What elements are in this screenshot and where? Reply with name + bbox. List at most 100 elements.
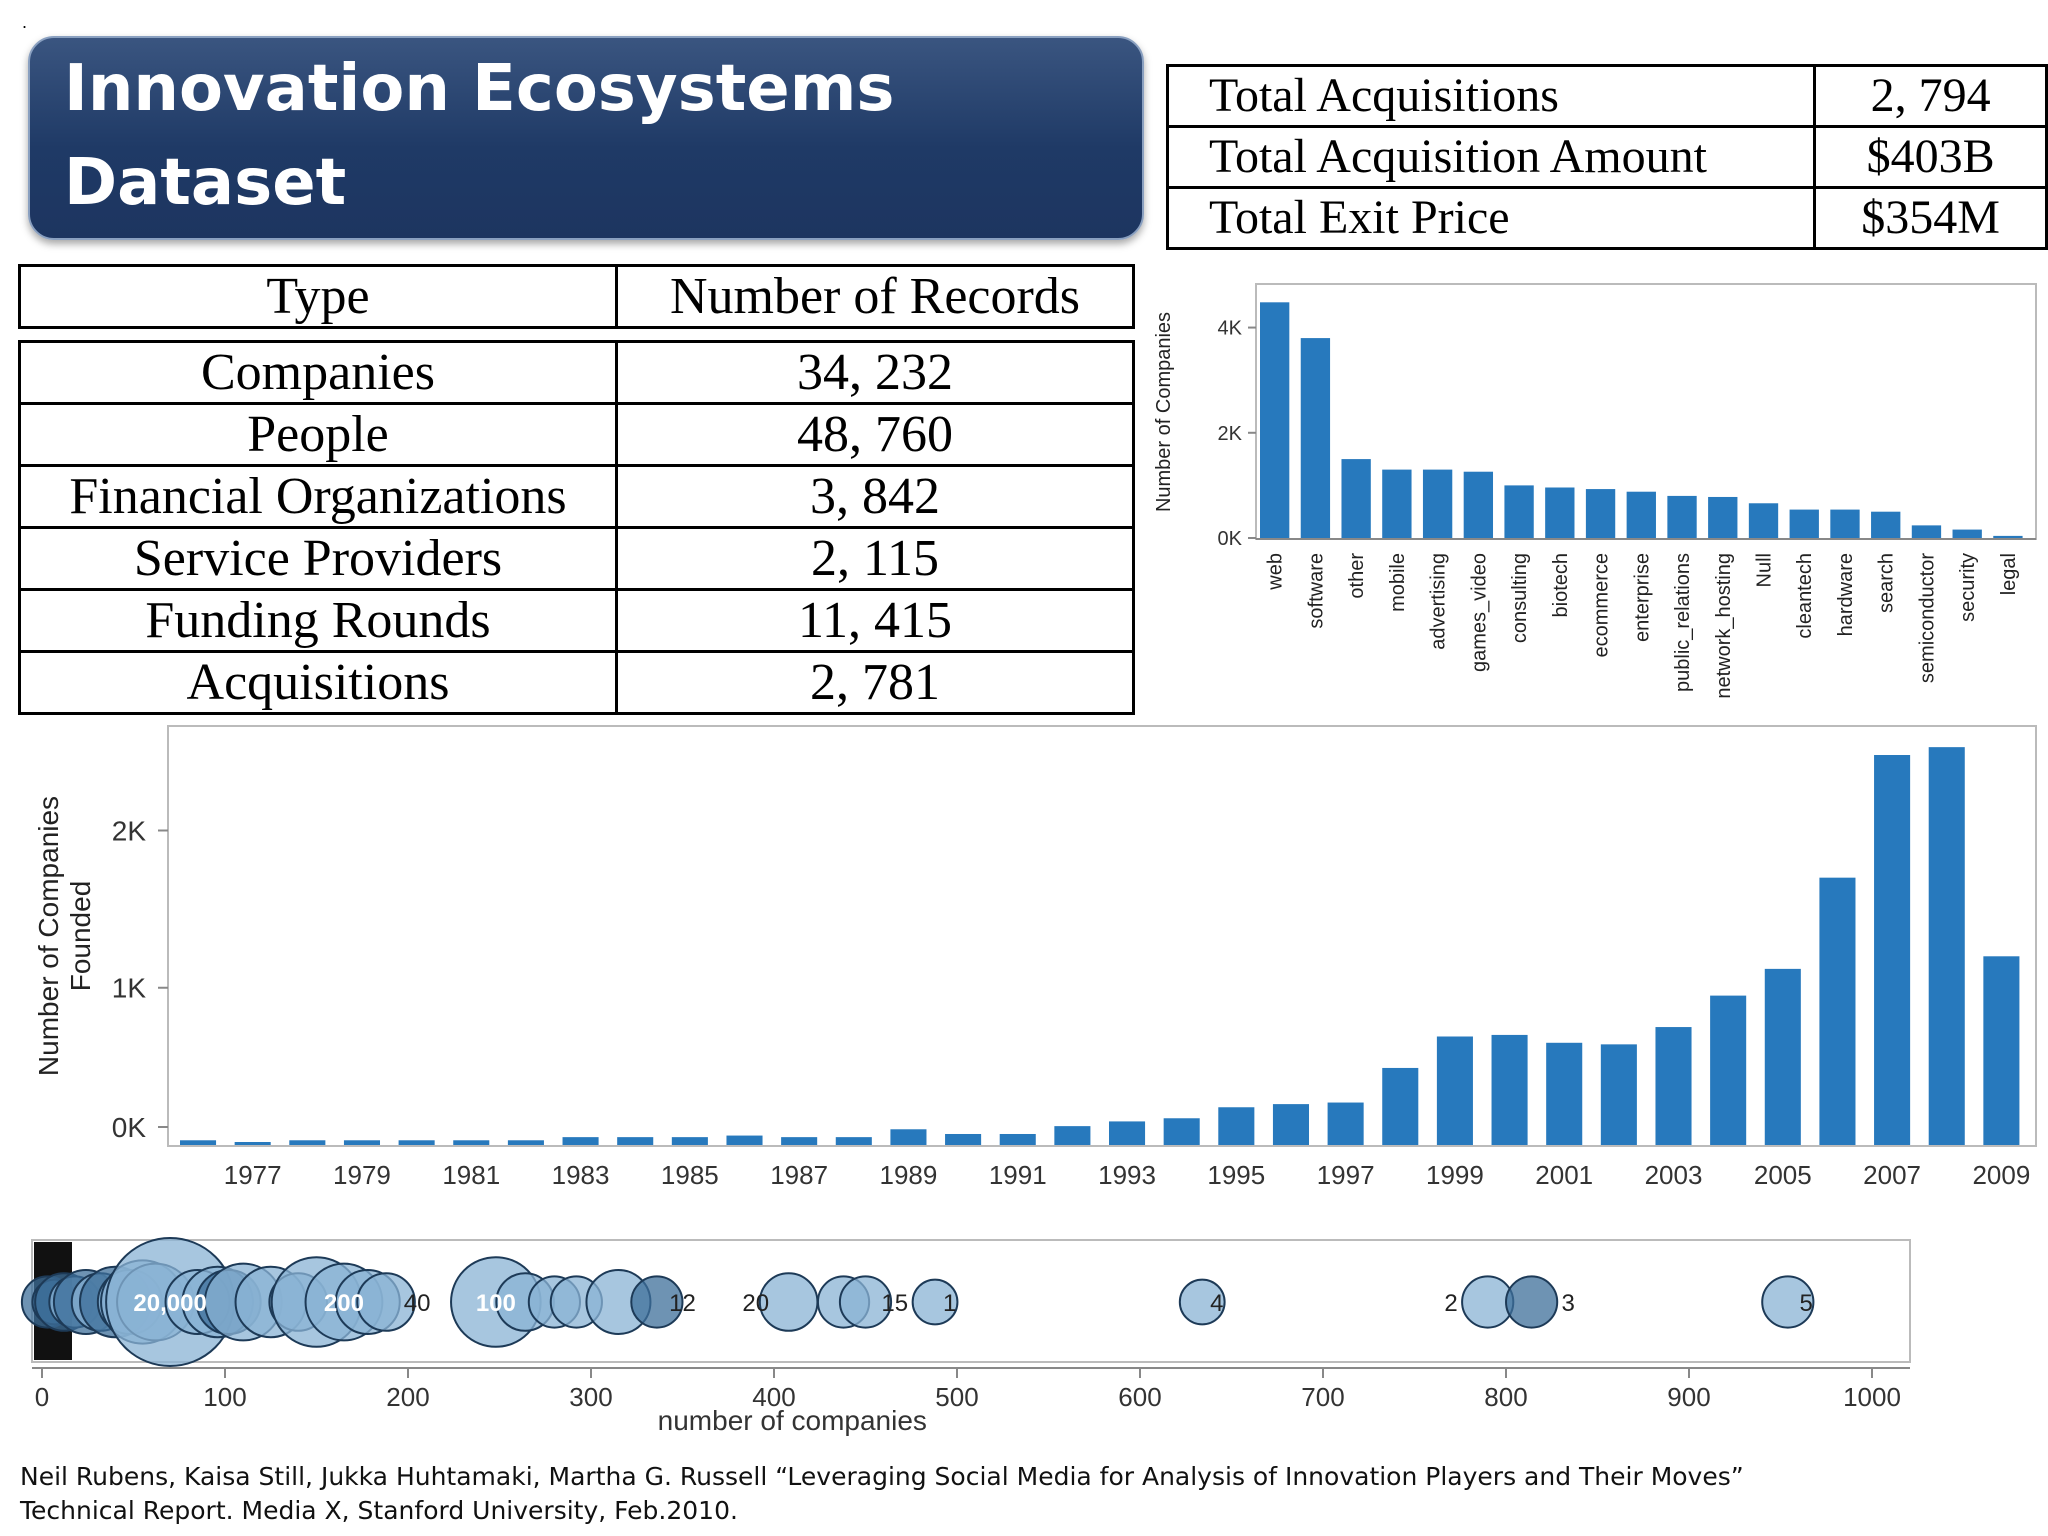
bubble-x-tick-label: 600: [1118, 1382, 1161, 1412]
record-count: 2, 781: [615, 650, 1135, 715]
category-bar: [1830, 509, 1860, 538]
year-tick-label: 1993: [1098, 1160, 1156, 1190]
acq-value: $403B: [1813, 125, 2048, 189]
category-tick-label: games_video: [1468, 553, 1490, 672]
table-row: Total Acquisition Amount $403B: [1165, 125, 2048, 189]
category-tick-label: mobile: [1387, 553, 1409, 612]
record-type: Acquisitions: [18, 650, 618, 715]
category-bar: [1748, 503, 1779, 538]
category-bar: [1911, 525, 1942, 538]
acquisition-totals-table: Total Acquisitions 2, 794 Total Acquisit…: [1165, 64, 2048, 250]
bubble-label: 1: [943, 1290, 956, 1317]
category-bar: [1504, 485, 1534, 538]
year-bar: [1109, 1121, 1146, 1145]
record-count: 3, 842: [615, 464, 1135, 529]
table-row: Financial Organizations 3, 842: [18, 464, 1135, 529]
category-tick-label: ecommerce: [1591, 553, 1613, 657]
year-tick-label: 1979: [333, 1160, 391, 1190]
category-bar: [1300, 338, 1331, 538]
category-tick-label: enterprise: [1631, 553, 1653, 642]
bubble-x-tick-label: 400: [752, 1382, 795, 1412]
bubble-label: 3: [1562, 1290, 1575, 1317]
year-tick-label: 2005: [1754, 1160, 1812, 1190]
title-line-2: Dataset: [64, 146, 347, 220]
category-y-tick-label: 2K: [1218, 423, 1243, 445]
bubble-x-tick-label: 900: [1667, 1382, 1710, 1412]
year-tick-label: 1989: [880, 1160, 938, 1190]
category-bar: [1871, 511, 1901, 538]
year-bar: [234, 1142, 271, 1145]
category-bar: [1993, 535, 2023, 538]
category-bar: [1585, 489, 1616, 538]
yearly-y-tick-label: 2K: [112, 815, 147, 846]
bubble-x-tick-label: 200: [386, 1382, 429, 1412]
year-bar: [1163, 1118, 1200, 1145]
bubble-point: [356, 1272, 416, 1332]
category-bar: [1667, 495, 1697, 538]
year-bar: [671, 1137, 708, 1145]
title-line-1: Innovation Ecosystems: [64, 52, 895, 126]
table-row: Acquisitions 2, 781: [18, 650, 1135, 715]
bubble-label: 15: [881, 1290, 908, 1317]
year-bar: [1655, 1027, 1692, 1145]
bubble-point: [630, 1275, 684, 1329]
bubble-x-tick-label: 700: [1301, 1382, 1344, 1412]
year-tick-label: 1991: [989, 1160, 1047, 1190]
yearly-y-axis-label-1: Number of Companies: [33, 796, 64, 1076]
year-bar: [1491, 1034, 1528, 1145]
year-tick-label: 2001: [1535, 1160, 1593, 1190]
table-row: Service Providers 2, 115: [18, 526, 1135, 591]
bubble-point: [911, 1278, 959, 1326]
year-bar: [1272, 1104, 1310, 1145]
bubble-x-axis-label: number of companies: [658, 1405, 927, 1436]
table-row: Total Exit Price $354M: [1165, 186, 2048, 250]
bubble-label: 2: [1444, 1290, 1457, 1317]
year-bar: [343, 1140, 381, 1145]
records-table-header: Type Number of Records: [18, 264, 1135, 329]
year-bar: [945, 1133, 982, 1145]
bubble-x-tick-label: 800: [1484, 1382, 1527, 1412]
records-table: Companies 34, 232 People 48, 760 Financi…: [18, 340, 1135, 715]
category-tick-label: software: [1305, 553, 1327, 629]
record-count: 2, 115: [615, 526, 1135, 591]
bubble-x-tick-label: 1000: [1843, 1382, 1901, 1412]
year-bar: [453, 1140, 490, 1145]
header-count: Number of Records: [615, 264, 1135, 329]
bubble-label: 100: [476, 1290, 516, 1317]
year-tick-label: 1981: [442, 1160, 500, 1190]
category-bar: [1463, 471, 1494, 538]
title-banner: Innovation Ecosystems Dataset: [28, 36, 1144, 240]
record-type: Funding Rounds: [18, 588, 618, 653]
bubble-label: 40: [404, 1290, 431, 1317]
category-bar: [1789, 509, 1819, 538]
year-tick-label: 1999: [1426, 1160, 1484, 1190]
category-tick-label: hardware: [1835, 553, 1857, 636]
year-bar: [180, 1140, 217, 1145]
category-tick-label: web: [1265, 553, 1287, 591]
category-tick-label: cleantech: [1794, 553, 1816, 639]
bubble-label: 12: [669, 1290, 696, 1317]
category-bar: [1952, 529, 1982, 538]
record-type: Service Providers: [18, 526, 618, 591]
acq-value: $354M: [1813, 186, 2048, 250]
category-bar: [1422, 469, 1453, 538]
year-bar: [1874, 755, 1911, 1145]
record-count: 11, 415: [615, 588, 1135, 653]
table-header-row: Type Number of Records: [18, 264, 1135, 329]
year-bar: [1054, 1126, 1091, 1145]
table-row: People 48, 760: [18, 402, 1135, 467]
year-bar: [726, 1135, 763, 1145]
citation-line-1: Neil Rubens, Kaisa Still, Jukka Huhtamak…: [20, 1462, 1744, 1491]
bubble-x-tick-label: 500: [935, 1382, 978, 1412]
category-y-tick-label: 0K: [1218, 528, 1243, 550]
category-tick-label: other: [1346, 553, 1368, 599]
yearly-y-tick-label: 0K: [112, 1112, 147, 1143]
record-type: Companies: [18, 340, 618, 405]
year-bar: [1710, 995, 1747, 1145]
bubble-point: [1761, 1275, 1815, 1329]
year-tick-label: 1997: [1317, 1160, 1375, 1190]
table-row: Funding Rounds 11, 415: [18, 588, 1135, 653]
category-tick-label: security: [1957, 553, 1979, 622]
category-y-tick-label: 4K: [1218, 318, 1243, 340]
